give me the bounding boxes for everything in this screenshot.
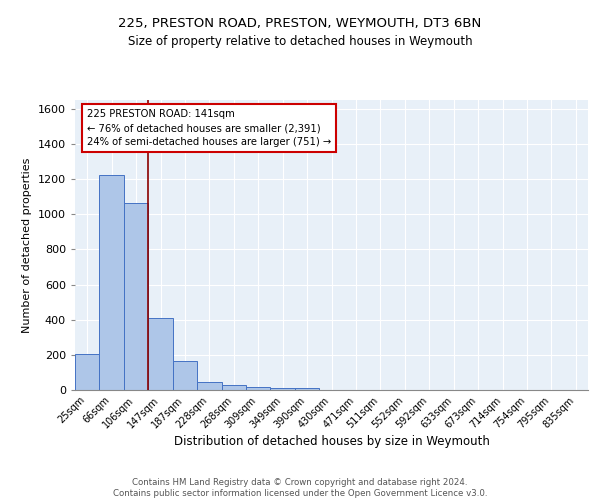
Bar (173, 362, 197, 390)
Y-axis label: Number of detached properties: Number of detached properties (22, 158, 32, 332)
Bar (271, 388, 295, 390)
Text: 225 PRESTON ROAD: 141sqm
← 76% of detached houses are smaller (2,391)
24% of sem: 225 PRESTON ROAD: 141sqm ← 76% of detach… (87, 109, 331, 147)
Bar (148, 318, 173, 390)
Bar (124, 203, 148, 390)
Bar (221, 386, 246, 390)
Text: Contains HM Land Registry data © Crown copyright and database right 2024.
Contai: Contains HM Land Registry data © Crown c… (113, 478, 487, 498)
Bar (75, 354, 100, 390)
Bar (295, 388, 319, 390)
X-axis label: Distribution of detached houses by size in Weymouth: Distribution of detached houses by size … (173, 436, 490, 448)
Bar (197, 382, 221, 390)
Bar (246, 387, 271, 390)
Bar (100, 174, 124, 390)
Text: 225, PRESTON ROAD, PRESTON, WEYMOUTH, DT3 6BN: 225, PRESTON ROAD, PRESTON, WEYMOUTH, DT… (118, 18, 482, 30)
Text: Size of property relative to detached houses in Weymouth: Size of property relative to detached ho… (128, 35, 472, 48)
